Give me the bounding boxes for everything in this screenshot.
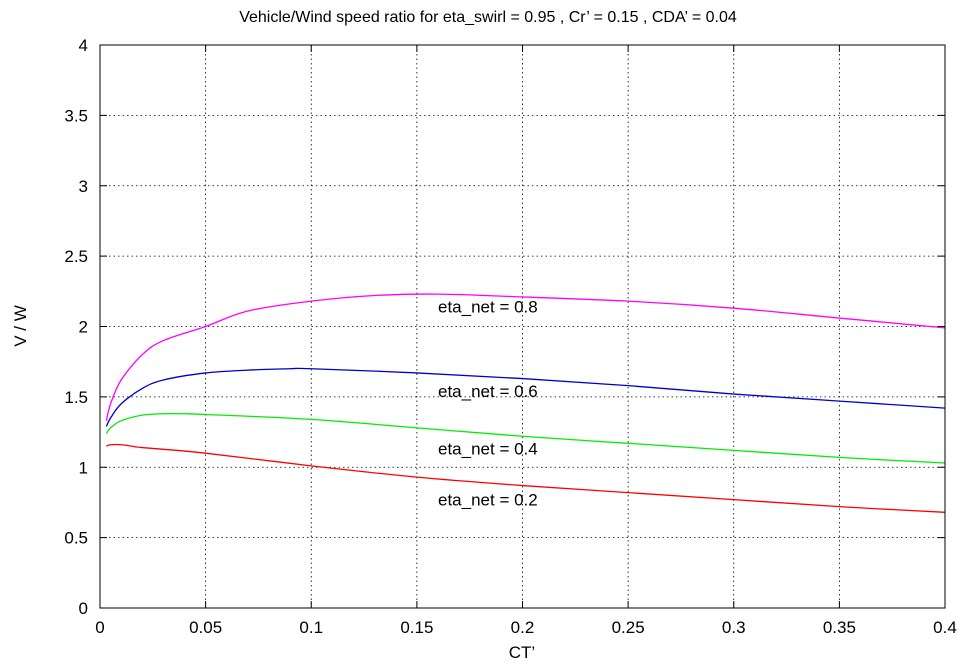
chart-title: Vehicle/Wind speed ratio for eta_swirl =… xyxy=(239,9,737,26)
series-labels: eta_net = 0.8 eta_net = 0.6 eta_net = 0.4 e… xyxy=(438,297,538,509)
x-tick-label: 0.2 xyxy=(511,618,535,637)
series-line-1 xyxy=(105,367,946,427)
series-label-3: eta_net = 0.2 xyxy=(438,490,538,509)
y-tick-label: 3.5 xyxy=(64,106,88,125)
x-axis-label: CT’ xyxy=(509,643,535,662)
series-line-3 xyxy=(106,443,946,513)
series-label-0: eta_net = 0.8 xyxy=(438,297,538,316)
series-label-1: eta_net = 0.6 xyxy=(438,382,538,401)
y-tick-label: 0 xyxy=(79,599,88,618)
y-tick-label: 4 xyxy=(79,36,88,55)
x-tick-label: 0.25 xyxy=(612,618,645,637)
y-axis-label: V / W xyxy=(11,305,30,347)
series-line-0 xyxy=(105,293,946,421)
x-tick-label: 0.05 xyxy=(189,618,222,637)
y-tick-labels: 0 0.5 1 1.5 2 2.5 3 3.5 4 xyxy=(64,36,88,618)
x-tick-labels: 0 0.05 0.1 0.15 0.2 0.25 0.3 0.35 0.4 xyxy=(95,618,957,637)
y-tick-label: 2 xyxy=(79,318,88,337)
y-tick-label: 1 xyxy=(79,458,88,477)
grid-lines xyxy=(100,45,945,608)
x-tick-label: 0.4 xyxy=(933,618,957,637)
x-tick-label: 0.15 xyxy=(400,618,433,637)
x-tick-label: 0.3 xyxy=(722,618,746,637)
axis-ticks xyxy=(99,44,946,609)
y-tick-label: 0.5 xyxy=(64,529,88,548)
x-tick-label: 0 xyxy=(95,618,104,637)
series-layer xyxy=(105,293,946,513)
series-label-2: eta_net = 0.4 xyxy=(438,440,538,459)
y-tick-label: 3 xyxy=(79,177,88,196)
y-tick-label: 2.5 xyxy=(64,247,88,266)
x-tick-label: 0.35 xyxy=(823,618,856,637)
series-line-2 xyxy=(105,412,946,464)
x-tick-label: 0.1 xyxy=(299,618,323,637)
y-tick-label: 1.5 xyxy=(64,388,88,407)
